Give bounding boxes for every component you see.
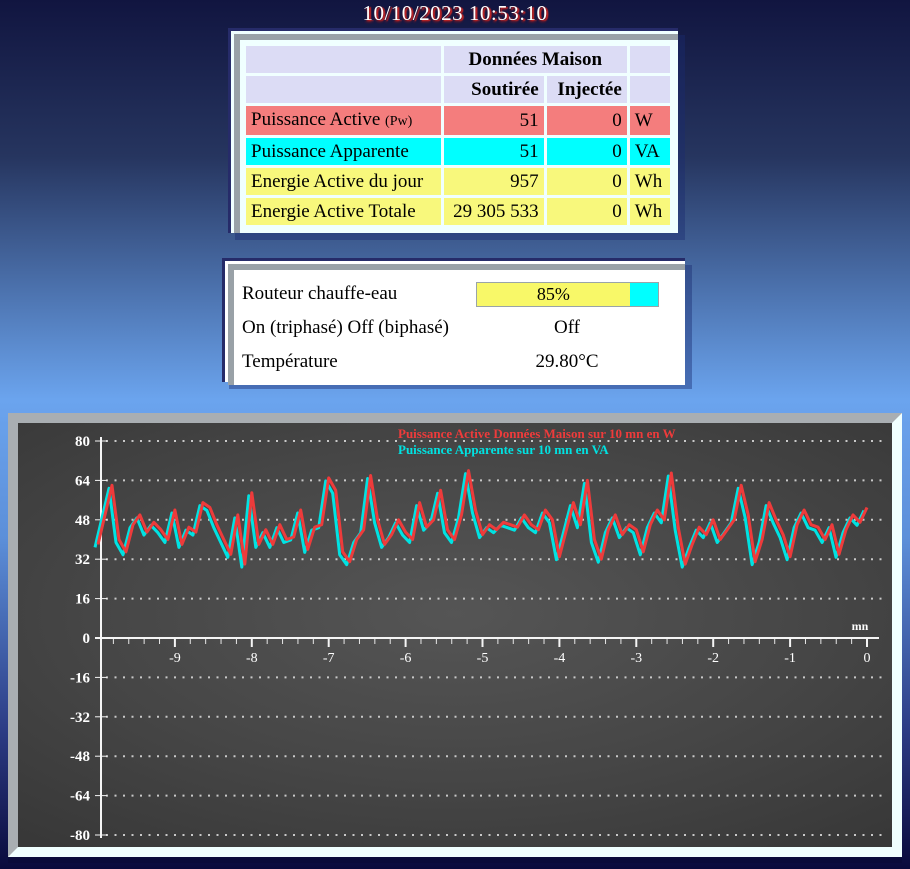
apparent-power-line xyxy=(93,472,866,569)
temperature-label: Température xyxy=(242,351,338,372)
x-tick-label: -1 xyxy=(784,651,796,666)
x-tick-label: -6 xyxy=(400,651,412,666)
table-header-row: Soutirée Injectée xyxy=(246,76,670,103)
y-tick-label: -64 xyxy=(70,789,90,805)
unit-label: VA xyxy=(629,138,670,165)
y-tick-label: 32 xyxy=(75,552,90,568)
y-tick-label: -80 xyxy=(70,828,90,844)
soutiree-value: 51 xyxy=(443,138,544,165)
table-row: Puissance Active (Pw) 51 0 W xyxy=(246,106,670,135)
onoff-row: On (triphasé) Off (biphasé) Off xyxy=(242,311,673,345)
injectee-value: 0 xyxy=(546,168,627,195)
soutiree-value: 957 xyxy=(443,168,544,195)
spacer-cell xyxy=(246,76,441,103)
spacer-cell xyxy=(629,46,670,73)
active-power-line xyxy=(96,469,869,566)
temperature-row: Température 29.80°C xyxy=(242,345,673,379)
maison-panel: Données Maison Soutirée Injectée Puissan… xyxy=(228,28,678,233)
injectee-value: 0 xyxy=(546,138,627,165)
progress-bar: 85% xyxy=(475,281,659,307)
y-tick-label: -16 xyxy=(70,670,90,686)
soutiree-value: 29 305 533 xyxy=(443,198,544,225)
table-title: Données Maison xyxy=(443,46,627,73)
unit-label: Wh xyxy=(629,198,670,225)
table-row: Energie Active du jour 957 0 Wh xyxy=(246,168,670,195)
y-tick-label: 48 xyxy=(75,513,90,529)
row-label: Energie Active Totale xyxy=(246,198,441,225)
maison-table: Données Maison Soutirée Injectée Puissan… xyxy=(243,43,673,228)
x-unit-label: mn xyxy=(852,619,869,633)
row-label: Energie Active du jour xyxy=(246,168,441,195)
y-tick-label: -48 xyxy=(70,749,90,765)
router-row: Routeur chauffe-eau 85% xyxy=(242,277,673,311)
y-tick-label: 0 xyxy=(83,631,91,647)
temperature-value: 29.80°C xyxy=(535,351,599,372)
chart-panel: 80 64 48 32 16 0 -16 -32 -48 -64 -80 -9 -8 -7 -6 -5 -4 -3… xyxy=(8,413,902,857)
spacer-cell xyxy=(246,46,441,73)
row-label-suffix: (Pw) xyxy=(385,114,413,129)
chart-canvas: 80 64 48 32 16 0 -16 -32 -48 -64 -80 -9 -8 -7 -6 -5 -4 -3… xyxy=(18,423,892,847)
injectee-value: 0 xyxy=(546,106,627,135)
x-tick-label: -3 xyxy=(630,651,642,666)
col-header-soutiree: Soutirée xyxy=(443,76,544,103)
onoff-label: On (triphasé) Off (biphasé) xyxy=(242,317,449,338)
spacer-cell xyxy=(629,76,670,103)
x-tick-label: -7 xyxy=(323,651,335,666)
progress-label: 85% xyxy=(536,283,570,304)
chart-svg: 80 64 48 32 16 0 -16 -32 -48 -64 -80 -9 -8 -7 -6 -5 -4 -3… xyxy=(70,434,884,844)
row-label: Puissance Apparente xyxy=(246,138,441,165)
onoff-value: Off xyxy=(553,317,581,338)
progress-fill xyxy=(476,282,631,306)
x-tick-label: 0 xyxy=(864,651,871,666)
legend-apparent-power: Puissance Apparente sur 10 mn en VA xyxy=(398,442,609,457)
x-tick-label: -4 xyxy=(554,651,566,666)
x-tick-label: -9 xyxy=(169,651,181,666)
soutiree-value: 51 xyxy=(443,106,544,135)
x-tick-label: -8 xyxy=(246,651,258,666)
unit-label: Wh xyxy=(629,168,670,195)
col-header-injectee: Injectée xyxy=(546,76,627,103)
y-tick-label: -32 xyxy=(70,710,90,726)
x-tick-label: -5 xyxy=(477,651,489,666)
y-tick-label: 80 xyxy=(75,434,90,450)
row-label: Puissance Active (Pw) xyxy=(246,106,441,135)
table-row: Puissance Apparente 51 0 VA xyxy=(246,138,670,165)
table-row: Energie Active Totale 29 305 533 0 Wh xyxy=(246,198,670,225)
router-panel: Routeur chauffe-eau 85% On (triphasé) Of… xyxy=(222,258,685,385)
y-tick-label: 64 xyxy=(75,473,91,489)
x-tick-label: -2 xyxy=(707,651,719,666)
router-label: Routeur chauffe-eau xyxy=(242,283,398,304)
timestamp: 10/10/2023 10:53:10 xyxy=(362,1,548,25)
unit-label: W xyxy=(629,106,670,135)
injectee-value: 0 xyxy=(546,198,627,225)
y-tick-label: 16 xyxy=(75,592,91,608)
table-title-row: Données Maison xyxy=(246,46,670,73)
legend-active-power: Puissance Active Données Maison sur 10 m… xyxy=(398,426,676,441)
